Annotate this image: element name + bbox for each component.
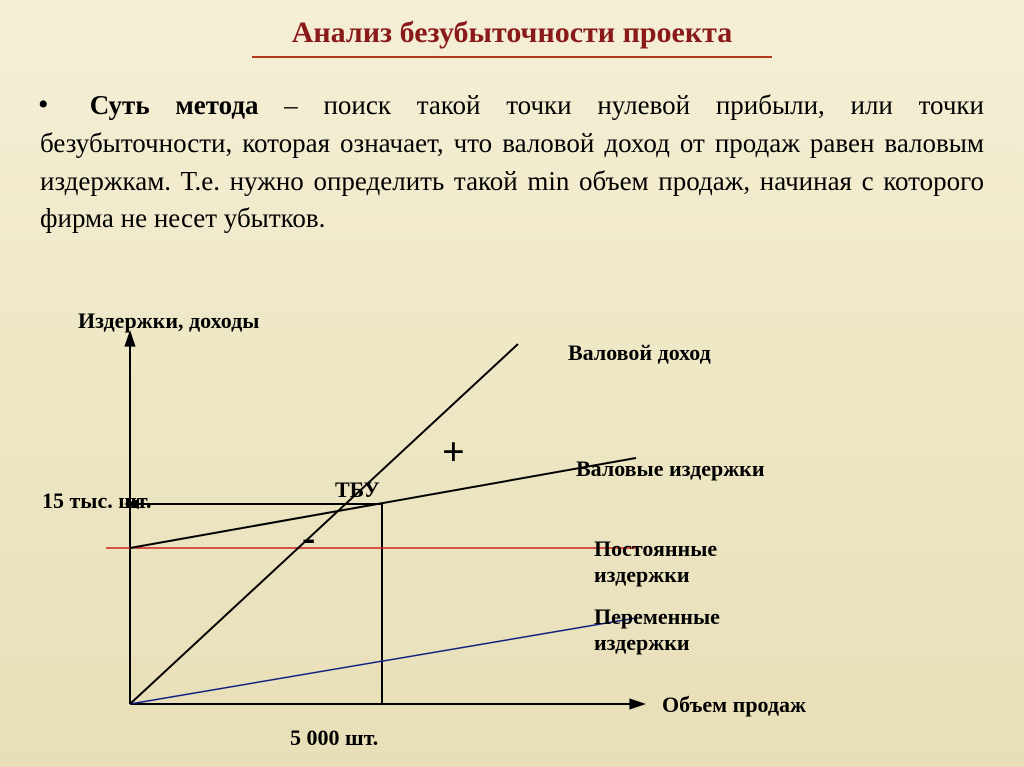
- slide-title: Анализ безубыточности проекта: [252, 16, 773, 58]
- slide-root: Анализ безубыточности проекта Суть метод…: [0, 0, 1024, 767]
- fixed-cost-line-label: Постоянные издержки: [594, 536, 717, 588]
- x-axis-label: Объем продаж: [662, 692, 806, 718]
- bullet-item: Суть метода – поиск такой точки нулевой …: [40, 84, 984, 237]
- body-text: Суть метода – поиск такой точки нулевой …: [0, 66, 1024, 237]
- bullet-lead: Суть метода: [90, 90, 259, 120]
- loss-minus-icon: -: [302, 518, 315, 558]
- y-axis-label: Издержки, доходы: [78, 308, 259, 334]
- chart-svg: [0, 312, 1024, 762]
- revenue-line-label: Валовой доход: [568, 340, 711, 366]
- variable-cost-line-label: Переменные издержки: [594, 604, 720, 656]
- break-even-chart: Издержки, доходы Объем продаж 15 тыс. шт…: [0, 312, 1024, 762]
- title-bar: Анализ безубыточности проекта: [0, 0, 1024, 66]
- profit-plus-icon: +: [442, 432, 465, 472]
- y-tick-15k: 15 тыс. шт.: [42, 488, 151, 514]
- total-cost-line-label: Валовые издержки: [576, 456, 765, 482]
- x-tick-5000: 5 000 шт.: [290, 725, 378, 751]
- break-even-point-label: ТБУ: [335, 477, 380, 503]
